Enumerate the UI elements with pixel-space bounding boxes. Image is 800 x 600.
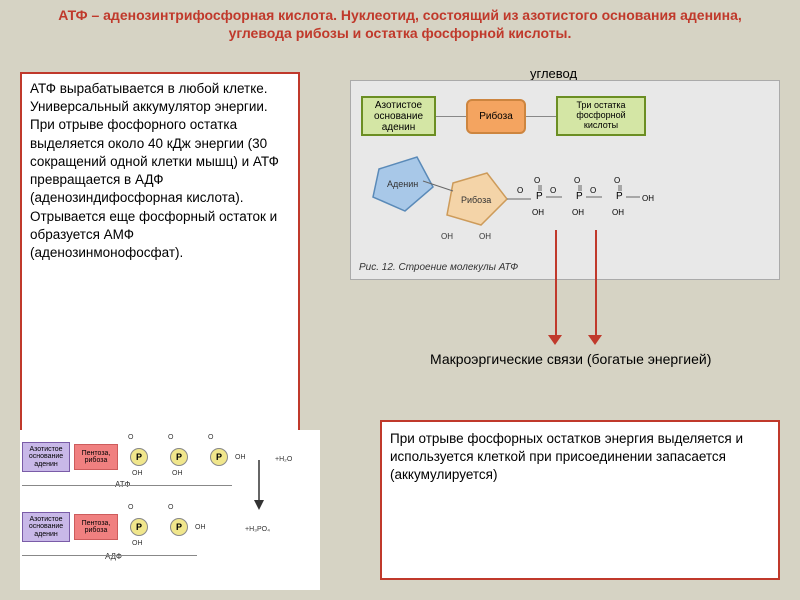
mini-adenin-2: Азотистое основание аденин — [22, 512, 70, 542]
macro-arrow-1 — [555, 230, 557, 340]
macro-arrow-2 — [595, 230, 597, 340]
svg-text:OH: OH — [479, 232, 491, 241]
svg-text:O: O — [534, 176, 540, 185]
o-label: O — [168, 434, 173, 441]
atp-structure-diagram: Азотистое основание аденин Рибоза Три ос… — [350, 80, 780, 280]
chemical-structure: Аденин Рибоза OH OH O P O OH O P O OH — [361, 141, 771, 251]
p-circle-5: P — [170, 518, 188, 536]
adenin-block: Азотистое основание аденин — [361, 96, 436, 136]
mini-ribose-2: Пентоза, рибоза — [74, 514, 118, 540]
mini-ribose-1: Пентоза, рибоза — [74, 444, 118, 470]
oh-label: OH — [172, 470, 183, 477]
o-label: O — [128, 504, 133, 511]
svg-text:P: P — [576, 191, 583, 202]
svg-text:OH: OH — [572, 208, 584, 217]
ribose-block: Рибоза — [466, 99, 526, 134]
energy-description-box: При отрыве фосфорных остатков энергия вы… — [380, 420, 780, 580]
svg-text:O: O — [517, 186, 523, 195]
macroergic-label: Макроэргические связи (богатые энергией) — [430, 350, 711, 368]
atp-description-box: АТФ вырабатывается в любой клетке. Униве… — [20, 72, 300, 492]
svg-text:P: P — [536, 191, 543, 202]
phosphate-block: Три остатка фосфорной кислоты — [556, 96, 646, 136]
h3po4-label: +H₃PO₄ — [245, 526, 270, 533]
svg-text:OH: OH — [441, 232, 453, 241]
oh-label: OH — [235, 454, 246, 461]
o-label: O — [128, 434, 133, 441]
svg-text:O: O — [550, 186, 556, 195]
svg-text:Рибоза: Рибоза — [461, 195, 491, 205]
svg-text:Аденин: Аденин — [387, 179, 418, 189]
p-circle-3: P — [210, 448, 228, 466]
p-circle-2: P — [170, 448, 188, 466]
oh-label: OH — [195, 524, 206, 531]
svg-text:O: O — [614, 176, 620, 185]
carbohydrate-label: углевод — [530, 66, 577, 81]
o-label: O — [168, 504, 173, 511]
svg-text:OH: OH — [532, 208, 544, 217]
svg-text:OH: OH — [612, 208, 624, 217]
svg-text:O: O — [574, 176, 580, 185]
adp-label: АДФ — [105, 552, 122, 561]
oh-label: OH — [132, 540, 143, 547]
svg-text:OH: OH — [642, 194, 654, 203]
p-circle-1: P — [130, 448, 148, 466]
svg-text:O: O — [590, 186, 596, 195]
h2o-label: +H₂O — [275, 456, 292, 463]
diagram-caption: Рис. 12. Строение молекулы АТФ — [359, 262, 518, 273]
page-title: АТФ – аденозинтрифосфорная кислота. Нукл… — [0, 0, 800, 50]
mini-adenin-1: Азотистое основание аденин — [22, 442, 70, 472]
svg-text:P: P — [616, 191, 623, 202]
molecule-svg: Аденин Рибоза OH OH O P O OH O P O OH — [361, 141, 771, 251]
reaction-arrow-icon — [250, 460, 268, 510]
oh-label: OH — [132, 470, 143, 477]
p-circle-4: P — [130, 518, 148, 536]
arrowhead-2-icon — [588, 335, 602, 345]
o-label: O — [208, 434, 213, 441]
atp-adp-diagram: Азотистое основание аденин Пентоза, рибо… — [20, 430, 320, 590]
arrowhead-1-icon — [548, 335, 562, 345]
